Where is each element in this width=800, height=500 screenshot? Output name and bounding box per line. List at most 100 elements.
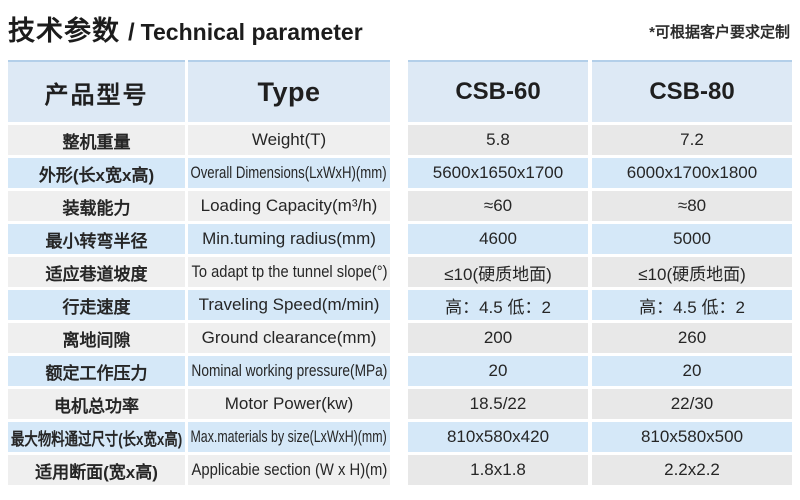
csb60-value-cell: 1.8x1.8 xyxy=(408,455,588,485)
csb60-value-cell: ≈60 xyxy=(408,191,588,221)
csb60-value: 高：4.5 低：2 xyxy=(445,297,551,317)
csb60-value-cell: 810x580x420 xyxy=(408,422,588,452)
param-name-cell: 整机重量 xyxy=(8,125,185,155)
table-row: 适用断面(宽x高) Applicabie section (W x H)(m) … xyxy=(8,455,792,485)
csb80-value: 20 xyxy=(682,361,702,380)
csb60-value-cell: 18.5/22 xyxy=(408,389,588,419)
page-title: 技术参数 / Technical parameter xyxy=(8,9,363,48)
param-name-cell: 最大物料通过尺寸(长x宽x高) xyxy=(8,422,185,452)
param-type-cell: Weight(T) xyxy=(188,125,390,155)
csb80-value: ≤10(硬质地面) xyxy=(638,264,746,284)
table-row: 电机总功率 Motor Power(kw) 18.5/22 22/30 xyxy=(8,389,792,419)
param-type-cell: Traveling Speed(m/min) xyxy=(188,290,390,320)
table-row: 离地间隙 Ground clearance(mm) 200 260 xyxy=(8,323,792,353)
table-row: 最大物料通过尺寸(长x宽x高) Max.materials by size(Lx… xyxy=(8,422,792,452)
csb60-value: 5.8 xyxy=(486,130,510,149)
csb80-value: 7.2 xyxy=(680,130,704,149)
csb60-value-cell: 5600x1650x1700 xyxy=(408,158,588,188)
csb60-value: 18.5/22 xyxy=(469,394,527,413)
param-name-cell: 离地间隙 xyxy=(8,323,185,353)
table-row: 适应巷道坡度 To adapt tp the tunnel slope(°) ≤… xyxy=(8,257,792,287)
csb60-value-cell: 4600 xyxy=(408,224,588,254)
param-name-zh: 外形(长x宽x高) xyxy=(38,165,155,185)
header-type-label: Type xyxy=(257,76,321,107)
csb80-value-cell: 260 xyxy=(592,323,792,353)
csb60-value: 810x580x420 xyxy=(446,427,550,446)
param-name-en: Overall Dimensions(LxWxH)(mm) xyxy=(190,163,388,182)
customization-note: *可根据客户要求定制 xyxy=(649,24,790,41)
param-type-cell: Max.materials by size(LxWxH)(mm) xyxy=(188,422,390,452)
param-name-zh: 装载能力 xyxy=(62,198,131,218)
csb80-value: ≈80 xyxy=(677,196,707,215)
csb60-value: 20 xyxy=(488,361,508,380)
technical-parameter-table: 产品型号 Type CSB-60 CSB-80 整机重量 Weight(T) 5… xyxy=(8,60,792,488)
param-name-cell: 适用断面(宽x高) xyxy=(8,455,185,485)
param-name-cell: 外形(长x宽x高) xyxy=(8,158,185,188)
csb80-value: 810x580x500 xyxy=(640,427,744,446)
csb80-value: 2.2x2.2 xyxy=(664,460,720,479)
param-type-cell: Applicabie section (W x H)(m) xyxy=(188,455,390,485)
param-name-zh: 整机重量 xyxy=(62,132,131,152)
table-row: 行走速度 Traveling Speed(m/min) 高：4.5 低：2 高：… xyxy=(8,290,792,320)
table-header-row: 产品型号 Type CSB-60 CSB-80 xyxy=(8,60,792,122)
header-type: Type xyxy=(188,60,390,122)
param-name-en: Ground clearance(mm) xyxy=(201,328,377,347)
param-name-cell: 装载能力 xyxy=(8,191,185,221)
csb80-value-cell: 810x580x500 xyxy=(592,422,792,452)
param-name-en: Max.materials by size(LxWxH)(mm) xyxy=(190,427,388,446)
param-name-cell: 行走速度 xyxy=(8,290,185,320)
csb80-value-cell: 7.2 xyxy=(592,125,792,155)
table-row: 最小转弯半径 Min.tuming radius(mm) 4600 5000 xyxy=(8,224,792,254)
param-type-cell: Min.tuming radius(mm) xyxy=(188,224,390,254)
param-name-en: Motor Power(kw) xyxy=(224,394,354,413)
header-csb60-label: CSB-60 xyxy=(455,78,541,105)
param-name-en: Nominal working pressure(MPa) xyxy=(191,361,387,380)
param-name-en: Loading Capacity(m³/h) xyxy=(200,196,378,215)
param-name-zh: 适应巷道坡度 xyxy=(45,264,148,284)
csb60-value-cell: 5.8 xyxy=(408,125,588,155)
csb60-value: 1.8x1.8 xyxy=(470,460,526,479)
csb80-value-cell: 6000x1700x1800 xyxy=(592,158,792,188)
param-name-cell: 适应巷道坡度 xyxy=(8,257,185,287)
csb80-value: 6000x1700x1800 xyxy=(626,163,758,182)
param-name-zh: 电机总功率 xyxy=(54,396,139,416)
table-body: 整机重量 Weight(T) 5.8 7.2 外形(长x宽x高) Overall… xyxy=(8,125,792,485)
param-name-en: Applicabie section (W x H)(m) xyxy=(191,460,387,479)
csb60-value: ≈60 xyxy=(483,196,513,215)
param-name-cell: 额定工作压力 xyxy=(8,356,185,386)
csb60-value-cell: 20 xyxy=(408,356,588,386)
param-name-zh: 最大物料通过尺寸(长x宽x高) xyxy=(10,429,183,449)
param-name-zh: 适用断面(宽x高) xyxy=(35,462,158,482)
param-name-en: To adapt tp the tunnel slope(°) xyxy=(191,262,387,281)
param-type-cell: Nominal working pressure(MPa) xyxy=(188,356,390,386)
param-name-zh: 最小转弯半径 xyxy=(45,231,148,251)
param-type-cell: To adapt tp the tunnel slope(°) xyxy=(188,257,390,287)
param-name-en: Traveling Speed(m/min) xyxy=(198,295,380,314)
csb80-value: 22/30 xyxy=(670,394,714,413)
csb80-value-cell: 高：4.5 低：2 xyxy=(592,290,792,320)
param-type-cell: Loading Capacity(m³/h) xyxy=(188,191,390,221)
param-type-cell: Overall Dimensions(LxWxH)(mm) xyxy=(188,158,390,188)
param-name-cell: 最小转弯半径 xyxy=(8,224,185,254)
table-row: 整机重量 Weight(T) 5.8 7.2 xyxy=(8,125,792,155)
csb60-value: 5600x1650x1700 xyxy=(432,163,564,182)
csb80-value-cell: ≈80 xyxy=(592,191,792,221)
csb60-value: 200 xyxy=(483,328,513,347)
csb60-value-cell: 高：4.5 低：2 xyxy=(408,290,588,320)
header-csb60: CSB-60 xyxy=(408,60,588,122)
csb60-value-cell: 200 xyxy=(408,323,588,353)
page-header: 技术参数 / Technical parameter *可根据客户要求定制 xyxy=(0,0,800,58)
header-csb80-label: CSB-80 xyxy=(649,78,735,105)
table-row: 装载能力 Loading Capacity(m³/h) ≈60 ≈80 xyxy=(8,191,792,221)
csb80-value: 高：4.5 低：2 xyxy=(639,297,745,317)
csb80-value-cell: 5000 xyxy=(592,224,792,254)
csb80-value-cell: 22/30 xyxy=(592,389,792,419)
csb80-value-cell: 2.2x2.2 xyxy=(592,455,792,485)
page-title-separator: / xyxy=(128,19,135,46)
csb60-value-cell: ≤10(硬质地面) xyxy=(408,257,588,287)
param-name-zh: 额定工作压力 xyxy=(45,363,148,383)
header-product-model-label: 产品型号 xyxy=(44,81,149,109)
param-name-cell: 电机总功率 xyxy=(8,389,185,419)
param-type-cell: Motor Power(kw) xyxy=(188,389,390,419)
header-product-model: 产品型号 xyxy=(8,60,185,122)
